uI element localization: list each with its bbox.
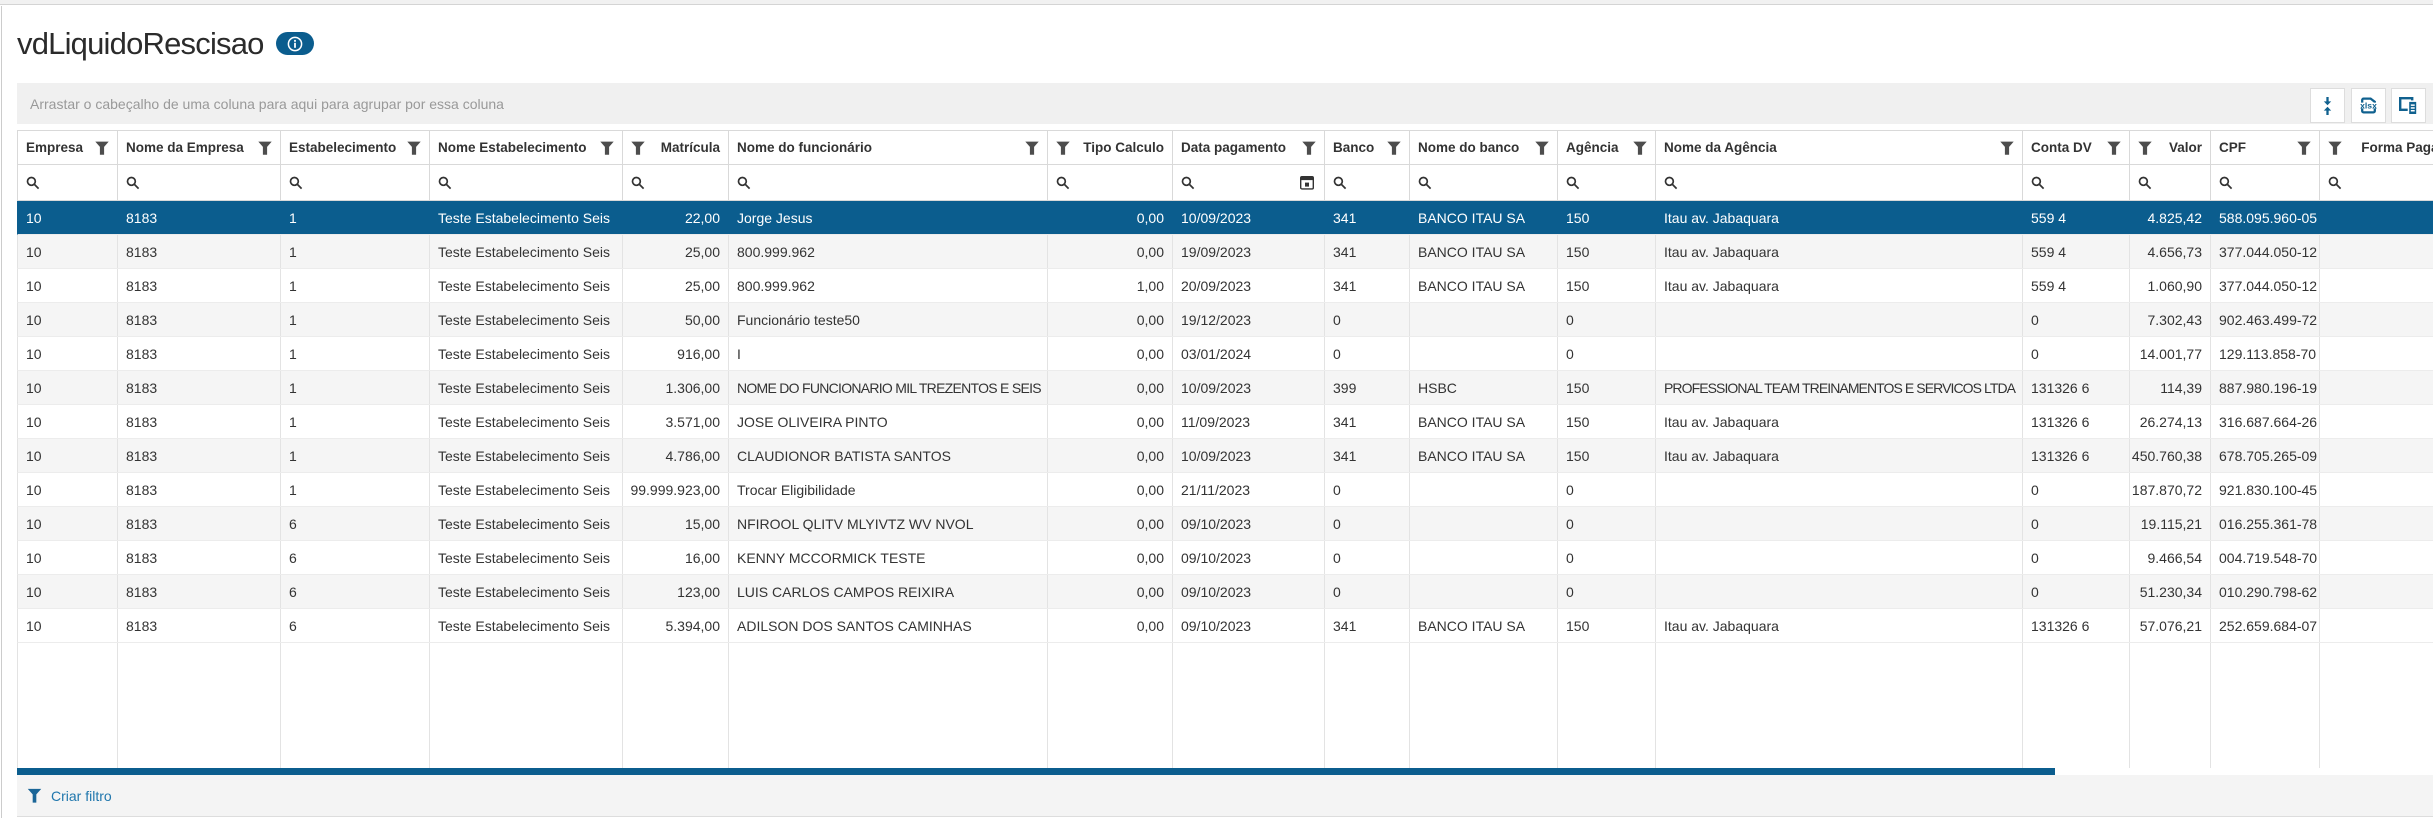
svg-text:xlsx: xlsx (2360, 101, 2377, 111)
